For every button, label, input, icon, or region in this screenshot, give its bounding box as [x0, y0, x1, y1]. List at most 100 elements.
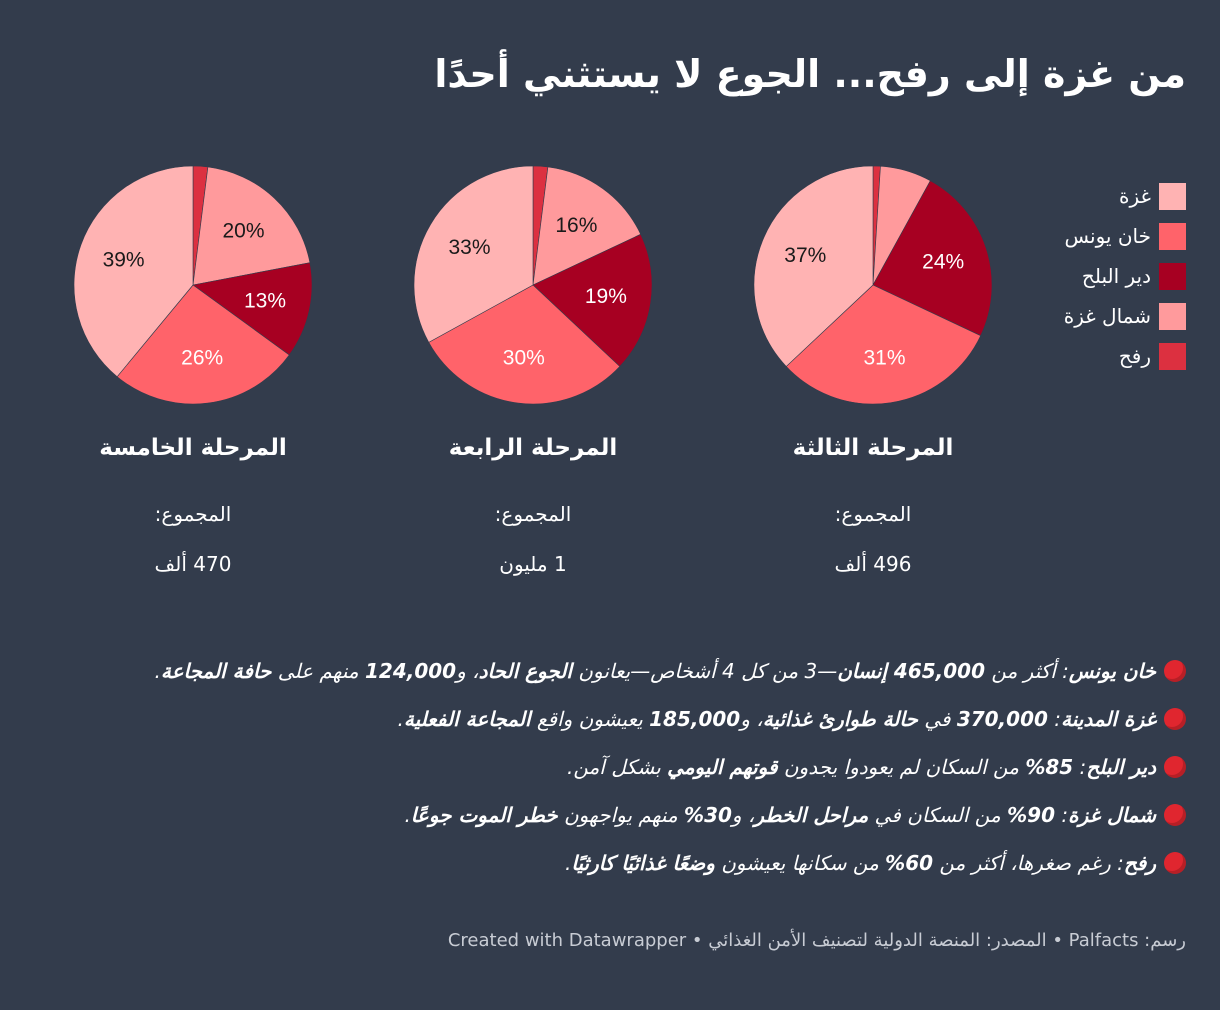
page-title: من غزة إلى رفح... الجوع لا يستثني أحدًا: [434, 52, 1186, 96]
legend-swatch-gaza: [1159, 182, 1186, 210]
note-text: مراحل الخطر: [754, 803, 869, 827]
pie-slice-gaza: [753, 165, 874, 367]
pie-label-north-gaza: 16%: [555, 214, 597, 237]
chart-title-phase-5: المرحلة الخامسة: [99, 435, 287, 461]
note-text: .: [397, 707, 404, 731]
note-text: منهم يواجهون: [557, 803, 685, 827]
note-text: .: [404, 803, 411, 827]
chart-title-phase-4: المرحلة الرابعة: [448, 435, 618, 461]
pie-slice-deir-al-balah: [872, 180, 993, 337]
red-circle-icon: [1164, 708, 1186, 730]
total-value-phase-5: 470 ألف: [154, 552, 232, 576]
pie-slice-khan-younis: [785, 284, 982, 405]
legend-swatch-deir-al-balah: [1159, 262, 1186, 290]
pie-slice-deir-al-balah: [532, 233, 653, 367]
total-value-phase-3: 496 ألف: [834, 552, 912, 576]
legend: غزة خان يونس دير البلح شمال غزة رفح: [986, 176, 1186, 376]
note-item: خان يونس: أكثر من 465,000 إنسان—3 من كل …: [36, 656, 1186, 686]
pie-chart-phase-4: 16% 19% 30% 33% المرحلة الرابعة المجموع: 1 …: [403, 160, 663, 590]
note-text: : رغم صغرها، أكثر من: [933, 851, 1124, 875]
legend-swatch-rafah: [1159, 342, 1186, 370]
note-text: يعيشون واقع: [530, 707, 650, 731]
note-text: 60%: [885, 851, 934, 875]
note-text: غزة المدينة: [1061, 707, 1156, 731]
note-text: —3 من كل 4 أشخاص—يعانون: [571, 659, 838, 683]
note-text: حافة المجاعة: [160, 659, 272, 683]
red-circle-icon: [1164, 756, 1186, 778]
total-value-phase-4: 1 مليون: [499, 552, 567, 576]
pie-label-deir-al-balah: 24%: [922, 251, 964, 274]
red-circle-icon: [1164, 852, 1186, 874]
note-item: شمال غزة: 90% من السكان في مراحل الخطر، …: [36, 800, 1186, 830]
footer-credits: رسم: Palfacts • المصدر: المنصة الدولية ل…: [447, 930, 1186, 951]
pie-slice-deir-al-balah: [192, 262, 313, 356]
chart-title-phase-3: المرحلة الثالثة: [792, 435, 954, 461]
note-text: منهم على: [271, 659, 365, 683]
legend-swatch-north-gaza: [1159, 302, 1186, 330]
pie-slice-gaza: [73, 165, 194, 378]
pie-label-gaza: 37%: [784, 244, 826, 267]
note-text: 90%: [1007, 803, 1055, 827]
note-text: من السكان في: [868, 803, 1008, 827]
total-label-phase-3: المجموع:: [834, 502, 912, 526]
legend-label-gaza: غزة: [1119, 184, 1151, 208]
note-text: من السكان لم يعودوا يجدون: [777, 755, 1026, 779]
note-text: قوتهم اليومي: [667, 755, 778, 779]
legend-item-rafah: رفح: [986, 336, 1186, 376]
note-text: 85%: [1025, 755, 1074, 779]
note-text: دير البلح: [1086, 755, 1156, 779]
note-text: في: [917, 707, 957, 731]
total-label-phase-4: المجموع:: [494, 502, 572, 526]
note-text: .: [154, 659, 161, 683]
note-text: شمال غزة: [1068, 803, 1156, 827]
pie-slice-north-gaza: [192, 166, 311, 286]
pie-label-north-gaza: 20%: [222, 220, 264, 243]
legend-item-north-gaza: شمال غزة: [986, 296, 1186, 336]
legend-label-north-gaza: شمال غزة: [1063, 304, 1151, 328]
legend-item-khan-younis: خان يونس: [986, 216, 1186, 256]
red-circle-icon: [1164, 660, 1186, 682]
note-text: : أكثر من: [985, 659, 1069, 683]
legend-swatch-khan-younis: [1159, 222, 1186, 250]
pie-slice-north-gaza: [532, 166, 642, 286]
pie-label-khan-younis: 30%: [503, 347, 545, 370]
red-circle-icon: [1164, 804, 1186, 826]
note-text: 465,000 إنسان: [837, 659, 986, 683]
pie-label-khan-younis: 31%: [863, 346, 905, 369]
note-text: رفح: [1123, 851, 1156, 875]
note-text: 185,000: [649, 707, 741, 731]
note-text: 370,000: [956, 707, 1048, 731]
note-text: من سكانها يعيشون: [714, 851, 886, 875]
note-text: :: [1055, 803, 1069, 827]
note-text: الجوع الحاد: [478, 659, 572, 683]
note-text: :: [1047, 707, 1062, 731]
legend-item-deir-al-balah: دير البلح: [986, 256, 1186, 296]
note-text: ، و: [731, 803, 755, 827]
pie-label-khan-younis: 26%: [181, 347, 223, 370]
pie-label-deir-al-balah: 19%: [585, 285, 627, 308]
total-label-phase-5: المجموع:: [154, 502, 232, 526]
notes-list: خان يونس: أكثر من 465,000 إنسان—3 من كل …: [36, 656, 1186, 896]
note-item: دير البلح: 85% من السكان لم يعودوا يجدون…: [36, 752, 1186, 782]
note-text: وضعًا غذائيًا كارثيًا: [571, 851, 715, 875]
pie-label-deir-al-balah: 13%: [244, 290, 286, 313]
pie-svg-phase-4: 16% 19% 30% 33%: [413, 165, 653, 405]
pie-svg-phase-5: 20% 13% 26% 39%: [73, 165, 313, 405]
note-text: 124,000: [365, 659, 457, 683]
pie-label-gaza: 33%: [448, 236, 490, 259]
legend-label-rafah: رفح: [1118, 344, 1151, 368]
note-text: المجاعة الفعلية: [403, 707, 531, 731]
pie-slice-gaza: [413, 165, 534, 343]
note-text: ، و: [456, 659, 479, 683]
pie-slice-khan-younis: [428, 284, 621, 405]
note-text: 30%: [684, 803, 732, 827]
note-text: بشكل آمن.: [566, 755, 668, 779]
legend-label-khan-younis: خان يونس: [1064, 224, 1151, 248]
pie-chart-phase-5: 20% 13% 26% 39% المرحلة الخامسة المجموع: 47…: [63, 160, 323, 590]
pie-label-gaza: 39%: [103, 249, 145, 272]
note-text: خطر الموت جوعًا: [410, 803, 558, 827]
legend-label-deir-al-balah: دير البلح: [1081, 264, 1151, 288]
legend-item-gaza: غزة: [986, 176, 1186, 216]
pie-slice-khan-younis: [116, 284, 290, 405]
note-text: خان يونس: [1068, 659, 1156, 683]
